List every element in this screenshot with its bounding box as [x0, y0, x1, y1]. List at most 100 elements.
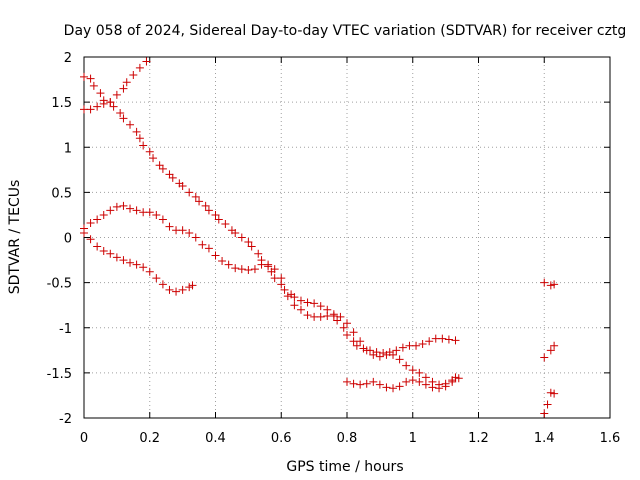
data-point [540, 353, 549, 362]
data-point [389, 384, 398, 393]
x-tick-label: 0.8 [337, 431, 358, 446]
data-point [454, 374, 463, 383]
data-point [198, 240, 207, 249]
y-tick-label: 0.5 [51, 186, 72, 201]
data-point [244, 265, 253, 274]
data-point [158, 164, 167, 173]
data-point [211, 210, 220, 219]
data-point [316, 312, 325, 321]
data-point [93, 242, 102, 251]
data-point [379, 349, 388, 358]
data-point [224, 260, 233, 269]
data-point [408, 376, 417, 385]
data-point [356, 380, 365, 389]
data-point [93, 215, 102, 224]
data-point [132, 260, 141, 269]
x-tick-label: 1.2 [468, 431, 489, 446]
y-tick-label: -0.5 [47, 277, 72, 292]
data-point [142, 57, 151, 66]
data-point [145, 208, 154, 217]
data-point [126, 258, 135, 267]
data-point [550, 389, 559, 398]
data-point [425, 337, 434, 346]
data-point [112, 202, 121, 211]
data-point [145, 147, 154, 156]
y-tick-label: -1 [59, 322, 72, 337]
data-point [211, 251, 220, 260]
data-point [546, 281, 555, 290]
data-point [352, 341, 361, 350]
data-point [80, 228, 88, 237]
x-tick-label: 1 [409, 431, 417, 446]
y-tick-label: -1.5 [47, 367, 72, 382]
data-point [165, 222, 174, 231]
data-point [96, 89, 105, 98]
data-point [185, 283, 194, 292]
data-point [237, 265, 246, 274]
data-point [135, 63, 144, 72]
data-point [188, 281, 197, 290]
data-point [546, 388, 555, 397]
series-track-e [343, 373, 460, 393]
data-point [139, 141, 148, 150]
data-point [185, 228, 194, 237]
data-point [86, 219, 95, 228]
data-point [178, 226, 187, 235]
data-point [86, 105, 95, 114]
data-point [126, 120, 135, 129]
data-point [126, 204, 135, 213]
data-point [389, 350, 398, 359]
data-point [310, 299, 319, 308]
data-point [392, 346, 401, 355]
data-point [158, 280, 167, 289]
data-point [356, 337, 365, 346]
data-point [172, 287, 181, 296]
data-point [109, 102, 118, 111]
data-point [336, 312, 345, 321]
data-point [333, 316, 342, 325]
y-tick-label: 0 [64, 232, 72, 247]
data-point [191, 233, 200, 242]
data-point [451, 336, 460, 345]
data-point [195, 197, 204, 206]
data-point [247, 242, 256, 251]
data-point [158, 215, 167, 224]
series-track-d [80, 228, 197, 296]
data-point [543, 400, 552, 409]
data-point [99, 99, 108, 108]
chart-title: Day 058 of 2024, Sidereal Day-to-day VTE… [64, 23, 627, 39]
data-point [145, 267, 154, 276]
data-point [408, 366, 417, 375]
data-point [178, 285, 187, 294]
data-point [165, 285, 174, 294]
data-point [451, 373, 460, 382]
data-point [296, 305, 305, 314]
data-point [86, 235, 95, 244]
data-point [369, 350, 378, 359]
data-point [343, 377, 351, 386]
data-point [119, 201, 128, 210]
data-point [119, 256, 128, 265]
data-point [112, 253, 121, 262]
data-point [135, 134, 144, 143]
data-point [303, 298, 312, 307]
data-point [362, 379, 371, 388]
data-point [119, 84, 128, 93]
data-point [402, 361, 411, 370]
data-point [343, 330, 351, 339]
data-point [155, 161, 164, 170]
data-point [191, 192, 200, 201]
data-point [132, 206, 141, 215]
data-point [369, 377, 378, 386]
y-axis-label: SDTVAR / TECUs [7, 180, 23, 295]
data-point [398, 343, 407, 352]
series-track-a [80, 72, 460, 358]
x-tick-label: 0.2 [139, 431, 160, 446]
data-point [119, 114, 128, 123]
data-point [448, 377, 457, 386]
data-point [89, 81, 98, 90]
data-point [204, 244, 213, 253]
data-point [99, 247, 108, 256]
data-point [303, 311, 312, 320]
